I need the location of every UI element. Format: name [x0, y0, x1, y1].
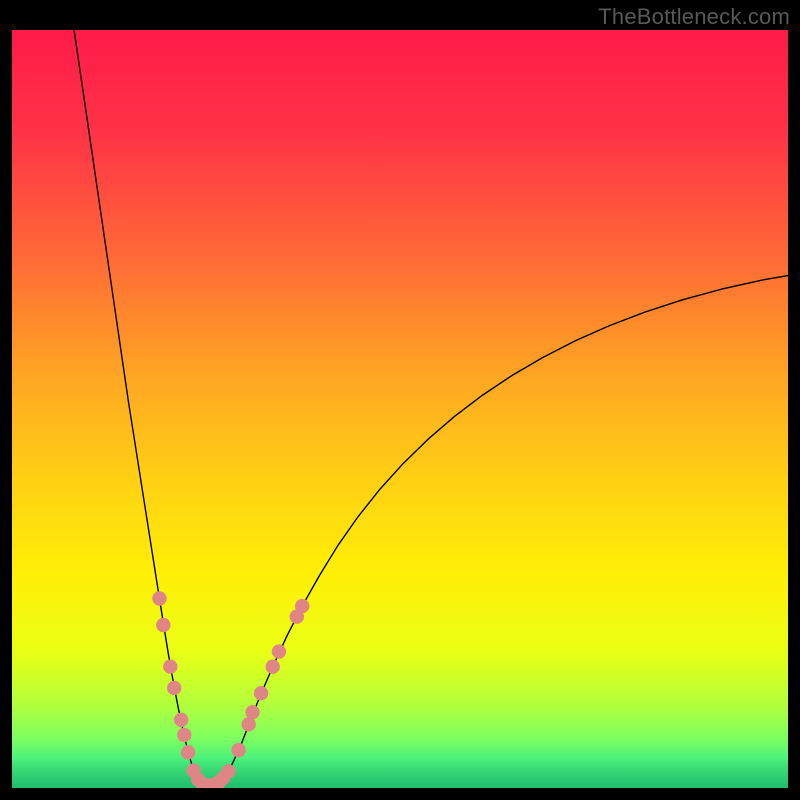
data-point: [221, 764, 235, 778]
data-point: [163, 660, 177, 674]
data-point: [245, 705, 259, 719]
baseline-green-band: [12, 742, 788, 788]
bottleneck-chart: [0, 0, 800, 800]
data-point: [181, 745, 195, 759]
data-point: [254, 686, 268, 700]
data-point: [295, 599, 309, 613]
plot-gradient-background: [12, 30, 788, 788]
data-point: [152, 591, 166, 605]
data-point: [272, 644, 286, 658]
data-point: [156, 618, 170, 632]
data-point: [174, 713, 188, 727]
data-point: [266, 660, 280, 674]
data-point: [177, 728, 191, 742]
data-point: [167, 681, 181, 695]
data-point: [231, 743, 245, 757]
